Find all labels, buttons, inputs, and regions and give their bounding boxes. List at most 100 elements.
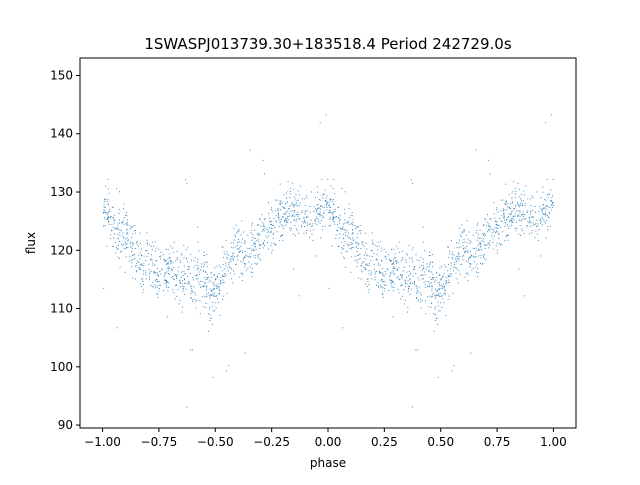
data-point xyxy=(272,237,274,239)
data-point xyxy=(113,222,115,224)
data-point xyxy=(142,270,144,272)
data-point xyxy=(330,224,331,226)
data-point xyxy=(234,273,236,275)
data-point xyxy=(198,271,200,273)
data-points xyxy=(102,114,555,408)
data-point xyxy=(496,231,498,233)
data-point xyxy=(529,225,531,227)
data-point xyxy=(301,212,303,214)
data-point xyxy=(469,263,471,265)
data-point xyxy=(319,222,321,224)
data-point xyxy=(436,318,438,320)
data-point xyxy=(400,260,402,262)
data-point xyxy=(250,229,252,231)
data-point xyxy=(259,247,261,249)
data-point xyxy=(476,229,478,231)
data-point xyxy=(239,276,241,278)
data-point xyxy=(167,316,169,318)
data-point xyxy=(201,296,203,298)
data-point xyxy=(116,228,118,230)
data-point xyxy=(348,223,350,225)
data-point xyxy=(213,288,215,290)
data-point xyxy=(296,213,298,215)
data-point xyxy=(178,279,180,281)
data-point xyxy=(543,213,545,215)
data-point xyxy=(157,281,159,283)
data-point xyxy=(443,301,445,303)
data-point xyxy=(156,287,158,289)
data-point xyxy=(436,295,438,297)
data-point xyxy=(479,249,481,251)
data-point xyxy=(545,237,547,239)
data-point xyxy=(451,370,453,372)
data-point xyxy=(380,287,382,289)
data-point xyxy=(107,179,109,181)
data-point xyxy=(445,281,447,283)
data-point xyxy=(380,284,382,286)
data-point xyxy=(542,191,544,193)
data-point xyxy=(258,245,260,247)
data-point xyxy=(364,267,366,269)
data-point xyxy=(334,208,336,210)
data-point xyxy=(192,277,194,279)
data-point xyxy=(493,248,495,250)
data-point xyxy=(174,273,176,275)
data-point xyxy=(280,203,282,205)
data-point xyxy=(251,239,253,241)
data-point xyxy=(391,263,393,265)
data-point xyxy=(529,219,531,221)
data-point xyxy=(435,294,437,296)
data-point xyxy=(261,243,263,245)
data-point xyxy=(361,271,363,273)
data-point xyxy=(167,270,169,272)
data-point xyxy=(115,247,117,249)
data-point xyxy=(423,267,425,269)
data-point xyxy=(262,228,264,230)
data-point xyxy=(516,202,518,204)
data-point xyxy=(143,262,145,264)
data-point xyxy=(135,271,137,273)
data-point xyxy=(226,253,228,255)
data-point xyxy=(466,220,468,222)
data-point xyxy=(210,276,212,278)
data-point xyxy=(222,279,224,281)
data-point xyxy=(209,297,211,299)
data-point xyxy=(282,216,284,218)
data-point xyxy=(318,199,320,201)
data-point xyxy=(260,244,262,246)
data-point xyxy=(430,271,432,273)
data-point xyxy=(489,225,491,227)
data-point xyxy=(458,259,460,261)
data-point xyxy=(166,271,168,273)
data-point xyxy=(139,232,141,234)
data-point xyxy=(408,244,410,246)
data-point xyxy=(251,224,253,226)
data-point xyxy=(147,243,149,245)
data-point xyxy=(359,230,361,232)
data-point xyxy=(401,274,403,276)
data-point xyxy=(489,230,491,232)
data-point xyxy=(176,284,178,286)
data-point xyxy=(534,236,536,238)
data-point xyxy=(222,264,224,266)
data-point xyxy=(382,274,384,276)
data-point xyxy=(385,284,387,286)
data-point xyxy=(396,277,398,279)
data-point xyxy=(190,285,192,287)
data-point xyxy=(119,229,121,231)
data-point xyxy=(526,226,528,228)
data-point xyxy=(283,213,285,215)
data-point xyxy=(139,267,141,269)
data-point xyxy=(328,225,330,227)
data-point xyxy=(258,218,260,220)
data-point xyxy=(284,219,286,221)
data-point xyxy=(371,250,373,252)
data-point xyxy=(471,254,473,256)
data-point xyxy=(152,282,154,284)
data-point xyxy=(427,281,429,283)
data-point xyxy=(194,275,196,277)
data-point xyxy=(223,275,225,277)
data-point xyxy=(182,288,184,290)
data-point xyxy=(399,274,401,276)
data-point xyxy=(478,238,480,240)
